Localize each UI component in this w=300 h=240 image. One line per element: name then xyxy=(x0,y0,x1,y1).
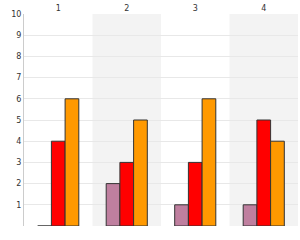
svg-text:6: 6 xyxy=(16,95,21,104)
svg-text:5: 5 xyxy=(16,116,21,125)
svg-text:2: 2 xyxy=(16,179,21,188)
svg-text:1: 1 xyxy=(56,4,61,13)
svg-text:4: 4 xyxy=(16,137,21,146)
svg-text:9: 9 xyxy=(16,31,21,40)
svg-text:2: 2 xyxy=(124,4,129,13)
svg-text:3: 3 xyxy=(16,158,21,167)
svg-text:7: 7 xyxy=(16,73,21,82)
svg-text:10: 10 xyxy=(11,10,21,19)
svg-text:3: 3 xyxy=(193,4,198,13)
svg-text:8: 8 xyxy=(16,52,21,61)
svg-text:4: 4 xyxy=(261,4,266,13)
svg-text:1: 1 xyxy=(16,201,21,210)
